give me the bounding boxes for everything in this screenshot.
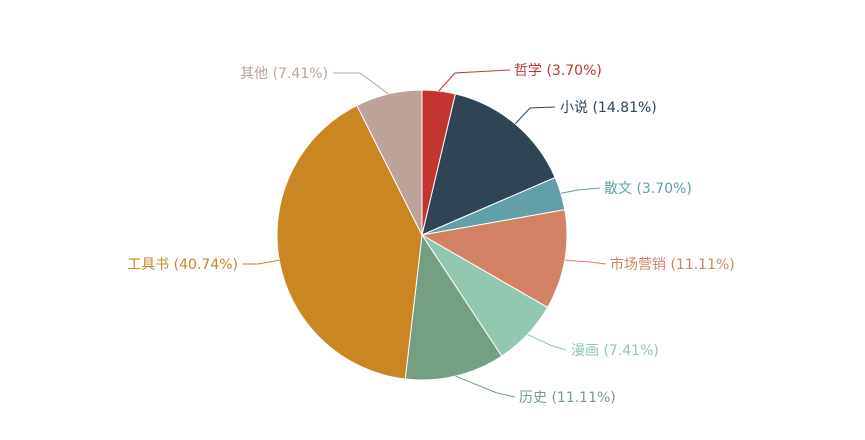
leader-line-2	[560, 187, 601, 194]
pie-slice-3[interactable]	[420, 209, 568, 309]
labels-layer: 哲学 (3.70%) 小说 (14.81%) 散文 (3.70%) 市场营销 (11.…	[127, 63, 735, 406]
leader-line-3	[564, 259, 607, 265]
slice-label-0: 哲学 (3.70%)	[514, 63, 602, 79]
leader-line-6	[242, 259, 280, 265]
slices-layer	[276, 89, 568, 381]
leader-line-0	[438, 69, 511, 92]
leader-line-1	[514, 106, 556, 125]
slice-label-3: 市场营销 (11.11%)	[610, 256, 735, 273]
pie-slice-6[interactable]	[276, 104, 423, 380]
slice-label-4: 漫画 (7.41%)	[571, 343, 659, 359]
leader-line-7	[333, 72, 389, 95]
slice-label-1: 小说 (14.81%)	[560, 100, 657, 116]
leader-line-4	[527, 333, 567, 351]
pie-slice-7[interactable]	[356, 89, 423, 236]
slice-label-6: 工具书 (40.74%)	[127, 257, 238, 273]
slice-label-5: 历史 (11.11%)	[519, 390, 616, 406]
pie-slice-5[interactable]	[404, 233, 503, 381]
pie-slice-1[interactable]	[421, 93, 556, 236]
slice-label-2: 散文 (3.70%)	[604, 181, 692, 197]
leader-line-5	[455, 375, 516, 398]
slice-label-7: 其他 (7.41%)	[240, 66, 328, 82]
